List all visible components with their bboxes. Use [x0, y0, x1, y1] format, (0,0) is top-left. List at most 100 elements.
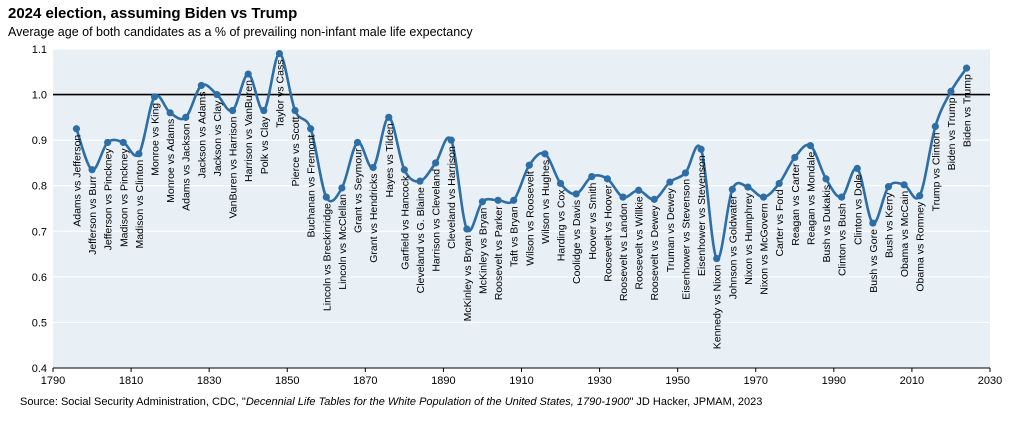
data-point [244, 70, 252, 78]
series-line [75, 52, 968, 260]
x-tick-label: 1850 [275, 375, 299, 387]
series-line-group [72, 49, 971, 263]
data-point [525, 161, 533, 169]
point-label: Cleveland vs Harrison [446, 146, 458, 249]
data-point [275, 49, 284, 58]
point-label: Eisenhower vs Stevenson [696, 155, 708, 276]
point-label: Taylor vs Cass [274, 60, 286, 128]
point-label: Garfield vs Hancock [399, 175, 411, 270]
point-label: Jackson vs Adams [196, 91, 208, 178]
data-point [666, 178, 674, 186]
point-label: Nixon vs Humphrey [743, 192, 755, 284]
point-label: Roosevelt vs Willkie [634, 196, 646, 290]
data-point [307, 125, 315, 133]
point-label: Nixon vs McGovern [759, 203, 771, 295]
x-tick-label: 1930 [587, 375, 611, 387]
x-tick-label: 1910 [509, 375, 533, 387]
point-label: Harrison vs Cleveland [431, 169, 443, 272]
data-point [541, 150, 549, 158]
data-point [869, 219, 877, 227]
data-point [572, 190, 580, 198]
point-label: Jefferson vs Burr [87, 175, 99, 255]
y-tick-label: 0.6 [32, 272, 47, 284]
data-point [150, 93, 159, 101]
x-tick-label: 1990 [822, 375, 846, 387]
data-point [494, 196, 502, 204]
data-point [556, 179, 565, 188]
data-point [432, 159, 440, 167]
data-point [369, 163, 377, 172]
point-label: Taft vs Bryan [509, 206, 521, 267]
point-label: Polk vs Clay [259, 116, 271, 175]
point-label: Reagan vs Carter [790, 163, 802, 246]
data-point [838, 193, 846, 201]
data-point [713, 255, 721, 263]
data-point [416, 177, 424, 185]
point-label: Bush vs Gore [868, 229, 880, 293]
data-point [916, 192, 924, 200]
point-label: Adams vs Jackson [181, 123, 193, 211]
point-label: Hoover vs Smith [587, 182, 599, 259]
point-label: Clinton vs Bush [837, 203, 849, 276]
point-label: Johnson vs Goldwater [727, 195, 739, 299]
point-label: Madison vs Clinton [134, 160, 146, 249]
data-point [728, 185, 736, 193]
point-label: Roosevelt vs Hoover [602, 184, 614, 281]
data-point [447, 136, 455, 144]
point-labels: Adams vs Jefferson Jefferson vs Burr Jeffe… [71, 60, 973, 350]
point-label: Grant vs Hendricks [368, 173, 380, 262]
data-point [322, 193, 330, 201]
y-tick-label: 0.7 [32, 226, 47, 238]
point-label: McKinley vs Bryan [477, 208, 489, 295]
x-tick-label: 1950 [665, 375, 689, 387]
chart-subtitle: Average age of both candidates as a % of… [8, 25, 473, 39]
x-tick-label: 1790 [41, 375, 65, 387]
point-label: Lincoln vs Breckinridge [321, 203, 333, 311]
point-label: Cleveland vs G. Blaine [415, 187, 427, 293]
x-tick-label: 1830 [197, 375, 221, 387]
data-point [385, 113, 393, 121]
point-label: Monroe vs Adams [165, 119, 177, 203]
data-point [104, 138, 112, 147]
data-point [619, 193, 627, 201]
point-label: Eisenhower vs Stevenson [680, 179, 692, 300]
point-label: Carter vs Ford [774, 189, 786, 256]
chart-title: 2024 election, assuming Biden vs Trump [8, 5, 298, 22]
data-point [260, 106, 268, 115]
source-note: Source: Social Security Administration, … [20, 396, 762, 408]
point-label: Roosevelt vs Landon [618, 203, 630, 301]
data-point [588, 173, 596, 181]
data-point [697, 145, 705, 153]
data-point [88, 166, 96, 174]
point-label: Kennedy vs Nixon [712, 264, 724, 349]
source-italic: Decennial Life Tables for the White Popu… [245, 396, 630, 408]
data-point [463, 225, 471, 233]
data-point [353, 138, 362, 147]
point-label: Coolidge vs Davis [571, 200, 583, 284]
x-tick-label: 2030 [978, 375, 1002, 387]
plot-area [53, 48, 990, 368]
point-label: Pierce vs Scott [290, 116, 302, 186]
data-point [884, 183, 893, 191]
data-point [962, 64, 971, 72]
point-label: Jackson vs Clay [212, 100, 224, 177]
data-point [72, 125, 81, 133]
x-tick-label: 2010 [900, 375, 924, 387]
data-point [947, 87, 955, 95]
x-tick-label: 1870 [353, 375, 377, 387]
data-point [806, 142, 815, 150]
y-tick-label: 0.9 [32, 135, 47, 147]
point-label: VanBuren vs Harrison [228, 116, 240, 218]
y-tick-label: 1.0 [32, 90, 47, 102]
point-label: Reagan vs Mondale [805, 151, 817, 245]
point-label: Jefferson vs Pinckney [103, 148, 115, 251]
data-point [338, 184, 346, 192]
point-label: Roosevelt vs Dewey [649, 205, 661, 301]
data-point [478, 198, 487, 206]
data-point [759, 193, 768, 201]
data-point [182, 113, 190, 121]
point-label: Harding vs Cox [556, 189, 568, 262]
y-tick-label: 0.5 [32, 317, 47, 329]
plot-background [53, 49, 990, 368]
point-label: Buchanan vs Fremont [306, 135, 318, 238]
